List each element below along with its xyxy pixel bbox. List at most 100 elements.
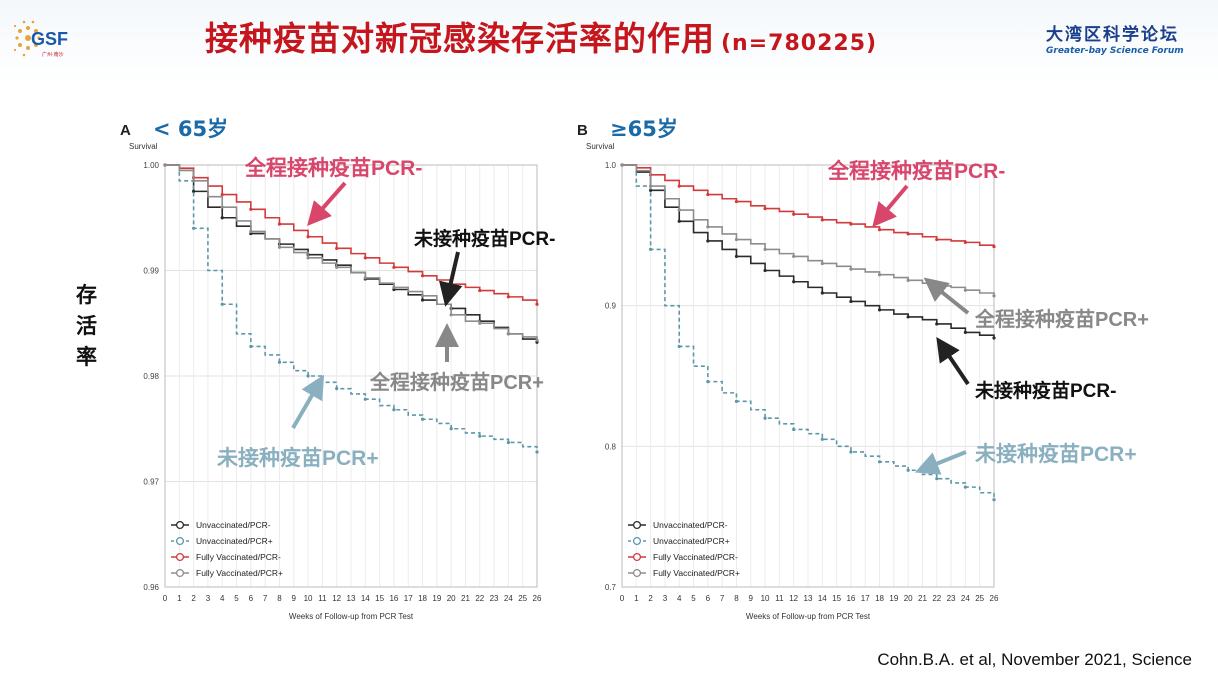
data-point-unvaccinated-pcr-neg [906, 315, 910, 319]
data-point-unvaccinated-pcr-pos [363, 397, 367, 401]
page-title: 接种疫苗对新冠感染存活率的作用 (n=780225) [205, 12, 877, 60]
data-point-fully-vaccinated-pcr-pos [935, 284, 939, 288]
data-point-unvaccinated-pcr-pos [535, 450, 539, 454]
data-point-fully-vaccinated-pcr-pos [535, 338, 539, 342]
x-tick-label: 13 [347, 594, 356, 603]
data-point-fully-vaccinated-pcr-pos [792, 254, 796, 259]
annotation-a-unvax-pos: 未接种疫苗PCR+ [217, 447, 379, 470]
data-point-fully-vaccinated-pcr-pos [335, 265, 339, 269]
title-text: 接种疫苗对新冠感染存活率的作用 [205, 19, 715, 58]
x-tick-label: 3 [663, 594, 668, 603]
data-point-fully-vaccinated-pcr-neg [906, 232, 910, 236]
data-point-unvaccinated-pcr-neg [706, 239, 710, 243]
data-point-fully-vaccinated-pcr-pos [620, 163, 624, 167]
x-tick-label: 2 [191, 594, 196, 603]
data-point-fully-vaccinated-pcr-pos [906, 278, 910, 282]
x-tick-label: 20 [447, 594, 456, 603]
x-tick-label: 9 [749, 594, 754, 603]
data-point-fully-vaccinated-pcr-pos [420, 294, 425, 298]
series-line-fully-vaccinated-pcr-neg [165, 164, 538, 305]
y-tick-label: 0.9 [605, 302, 617, 311]
data-point-unvaccinated-pcr-pos [963, 485, 967, 489]
data-point-fully-vaccinated-pcr-neg [478, 288, 482, 293]
x-tick-label: 14 [361, 594, 370, 603]
x-tick-label: 26 [533, 594, 542, 603]
data-point-unvaccinated-pcr-neg [992, 336, 996, 340]
x-tick-label: 11 [775, 594, 784, 603]
data-point-fully-vaccinated-pcr-pos [677, 208, 681, 212]
legend-label: Unvaccinated/PCR+ [196, 536, 273, 546]
data-point-fully-vaccinated-pcr-neg [963, 240, 967, 244]
data-point-unvaccinated-pcr-neg [192, 189, 196, 193]
data-point-fully-vaccinated-pcr-pos [220, 205, 224, 209]
data-point-unvaccinated-pcr-neg [877, 308, 882, 312]
data-point-fully-vaccinated-pcr-pos [963, 288, 967, 292]
series-line-unvaccinated-pcr-neg [622, 164, 995, 339]
x-tick-label: 24 [961, 594, 970, 603]
x-tick-label: 12 [789, 594, 798, 603]
x-tick-label: 25 [975, 594, 984, 603]
x-tick-label: 17 [404, 594, 413, 603]
data-point-unvaccinated-pcr-neg [420, 298, 425, 302]
data-point-unvaccinated-pcr-pos [877, 460, 882, 464]
x-tick-label: 22 [475, 594, 484, 603]
data-point-unvaccinated-pcr-pos [277, 360, 282, 364]
data-point-fully-vaccinated-pcr-pos [249, 229, 253, 234]
x-tick-label: 0 [163, 594, 168, 603]
x-tick-label: 24 [504, 594, 513, 603]
data-point-fully-vaccinated-pcr-pos [763, 247, 767, 251]
x-tick-label: 20 [904, 594, 913, 603]
x-tick-label: 1 [177, 594, 182, 603]
annotation-a-fullvax-pos: 全程接种疫苗PCR+ [370, 372, 544, 394]
data-point-unvaccinated-pcr-neg [963, 330, 967, 334]
x-tick-label: 7 [263, 594, 268, 603]
y-tick-label: 0.97 [143, 478, 159, 487]
x-tick-label: 6 [249, 594, 254, 603]
x-tick-label: 22 [932, 594, 941, 603]
x-tick-label: 13 [804, 594, 813, 603]
x-tick-label: 26 [990, 594, 999, 603]
x-tick-label: 14 [818, 594, 827, 603]
data-point-fully-vaccinated-pcr-neg [249, 207, 253, 211]
data-point-fully-vaccinated-pcr-neg [763, 207, 767, 211]
legend-label: Fully Vaccinated/PCR+ [196, 568, 283, 578]
data-point-fully-vaccinated-pcr-pos [992, 294, 996, 298]
data-point-fully-vaccinated-pcr-neg [734, 199, 739, 204]
y-axis-label: Survival [586, 142, 615, 151]
data-point-fully-vaccinated-pcr-pos [506, 332, 510, 336]
legend-label: Unvaccinated/PCR- [196, 520, 271, 530]
legend-label: Fully Vaccinated/PCR- [653, 552, 738, 562]
x-tick-label: 8 [277, 594, 282, 603]
y-label-char: 存 [76, 283, 97, 307]
data-point-unvaccinated-pcr-neg [792, 280, 796, 284]
legend-marker [632, 552, 642, 562]
data-point-unvaccinated-pcr-pos [763, 416, 767, 420]
data-point-fully-vaccinated-pcr-neg [335, 246, 339, 250]
data-point-unvaccinated-pcr-pos [335, 387, 339, 391]
legend-label: Unvaccinated/PCR+ [653, 536, 730, 546]
x-tick-label: 6 [706, 594, 711, 603]
y-label-char: 率 [76, 345, 97, 369]
data-point-unvaccinated-pcr-pos [506, 440, 510, 445]
annotation-b-fullvax-neg: 全程接种疫苗PCR- [828, 160, 1006, 183]
x-tick-label: 2 [648, 594, 653, 603]
data-point-fully-vaccinated-pcr-neg [306, 235, 310, 239]
data-point-fully-vaccinated-pcr-pos [820, 261, 824, 266]
annotation-a-unvax-neg: 未接种疫苗PCR- [414, 229, 556, 250]
x-tick-label: 19 [432, 594, 441, 603]
annotation-b-unvax-pos: 未接种疫苗PCR+ [975, 443, 1137, 466]
annotation-a-fullvax-neg: 全程接种疫苗PCR- [245, 157, 423, 180]
legend-marker [175, 520, 185, 530]
data-point-unvaccinated-pcr-pos [306, 374, 310, 378]
x-tick-label: 4 [220, 594, 225, 603]
legend-marker [175, 552, 185, 562]
x-tick-label: 7 [720, 594, 725, 603]
data-point-fully-vaccinated-pcr-neg [677, 184, 681, 188]
data-point-unvaccinated-pcr-pos [649, 247, 653, 251]
data-point-fully-vaccinated-pcr-neg [820, 218, 824, 222]
data-point-fully-vaccinated-pcr-neg [992, 244, 996, 249]
forum-logo: 大湾区科学论坛 Greater-bay Science Forum [1046, 20, 1206, 56]
x-tick-label: 15 [375, 594, 384, 603]
x-tick-label: 23 [947, 594, 956, 603]
